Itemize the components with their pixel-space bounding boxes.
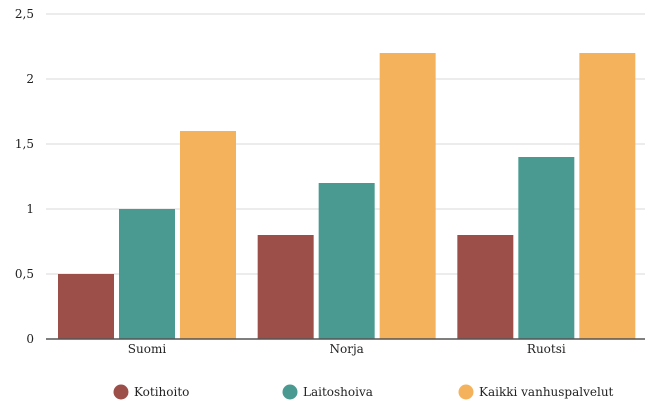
bar-norja-1 [318, 183, 375, 339]
bar-suomi-0 [58, 274, 114, 339]
legend-label-2: Kaikki vanhuspalvelut [479, 385, 614, 399]
y-tick-label: 0 [26, 332, 34, 346]
bars [58, 53, 636, 339]
y-tick-label: 0,5 [15, 267, 34, 281]
bar-norja-0 [257, 235, 314, 339]
x-axis-category-labels: Suomi Norja Ruotsi [128, 342, 566, 356]
legend-marker-1 [282, 384, 298, 400]
bar-norja-2 [379, 53, 436, 339]
y-tick-label: 2,5 [15, 7, 34, 21]
bar-ruotsi-0 [457, 235, 514, 339]
legend-marker-0 [113, 384, 129, 400]
bar-ruotsi-2 [579, 53, 636, 339]
bar-suomi-1 [119, 209, 175, 339]
legend-label-1: Laitoshoiva [303, 385, 373, 399]
x-category-label: Norja [329, 342, 363, 356]
legend: Kotihoito Laitoshoiva Kaikki vanhuspalvelu… [113, 384, 614, 400]
y-axis-tick-labels: 0 0,5 1 1,5 2 2,5 [15, 7, 34, 346]
x-category-label: Suomi [128, 342, 167, 356]
y-tick-label: 1,5 [15, 137, 34, 151]
legend-marker-2 [458, 384, 474, 400]
bar-ruotsi-1 [518, 157, 575, 339]
legend-label-0: Kotihoito [134, 385, 189, 399]
x-category-label: Ruotsi [527, 342, 566, 356]
y-tick-label: 1 [26, 202, 34, 216]
y-tick-label: 2 [26, 72, 34, 86]
bar-suomi-2 [180, 131, 236, 339]
